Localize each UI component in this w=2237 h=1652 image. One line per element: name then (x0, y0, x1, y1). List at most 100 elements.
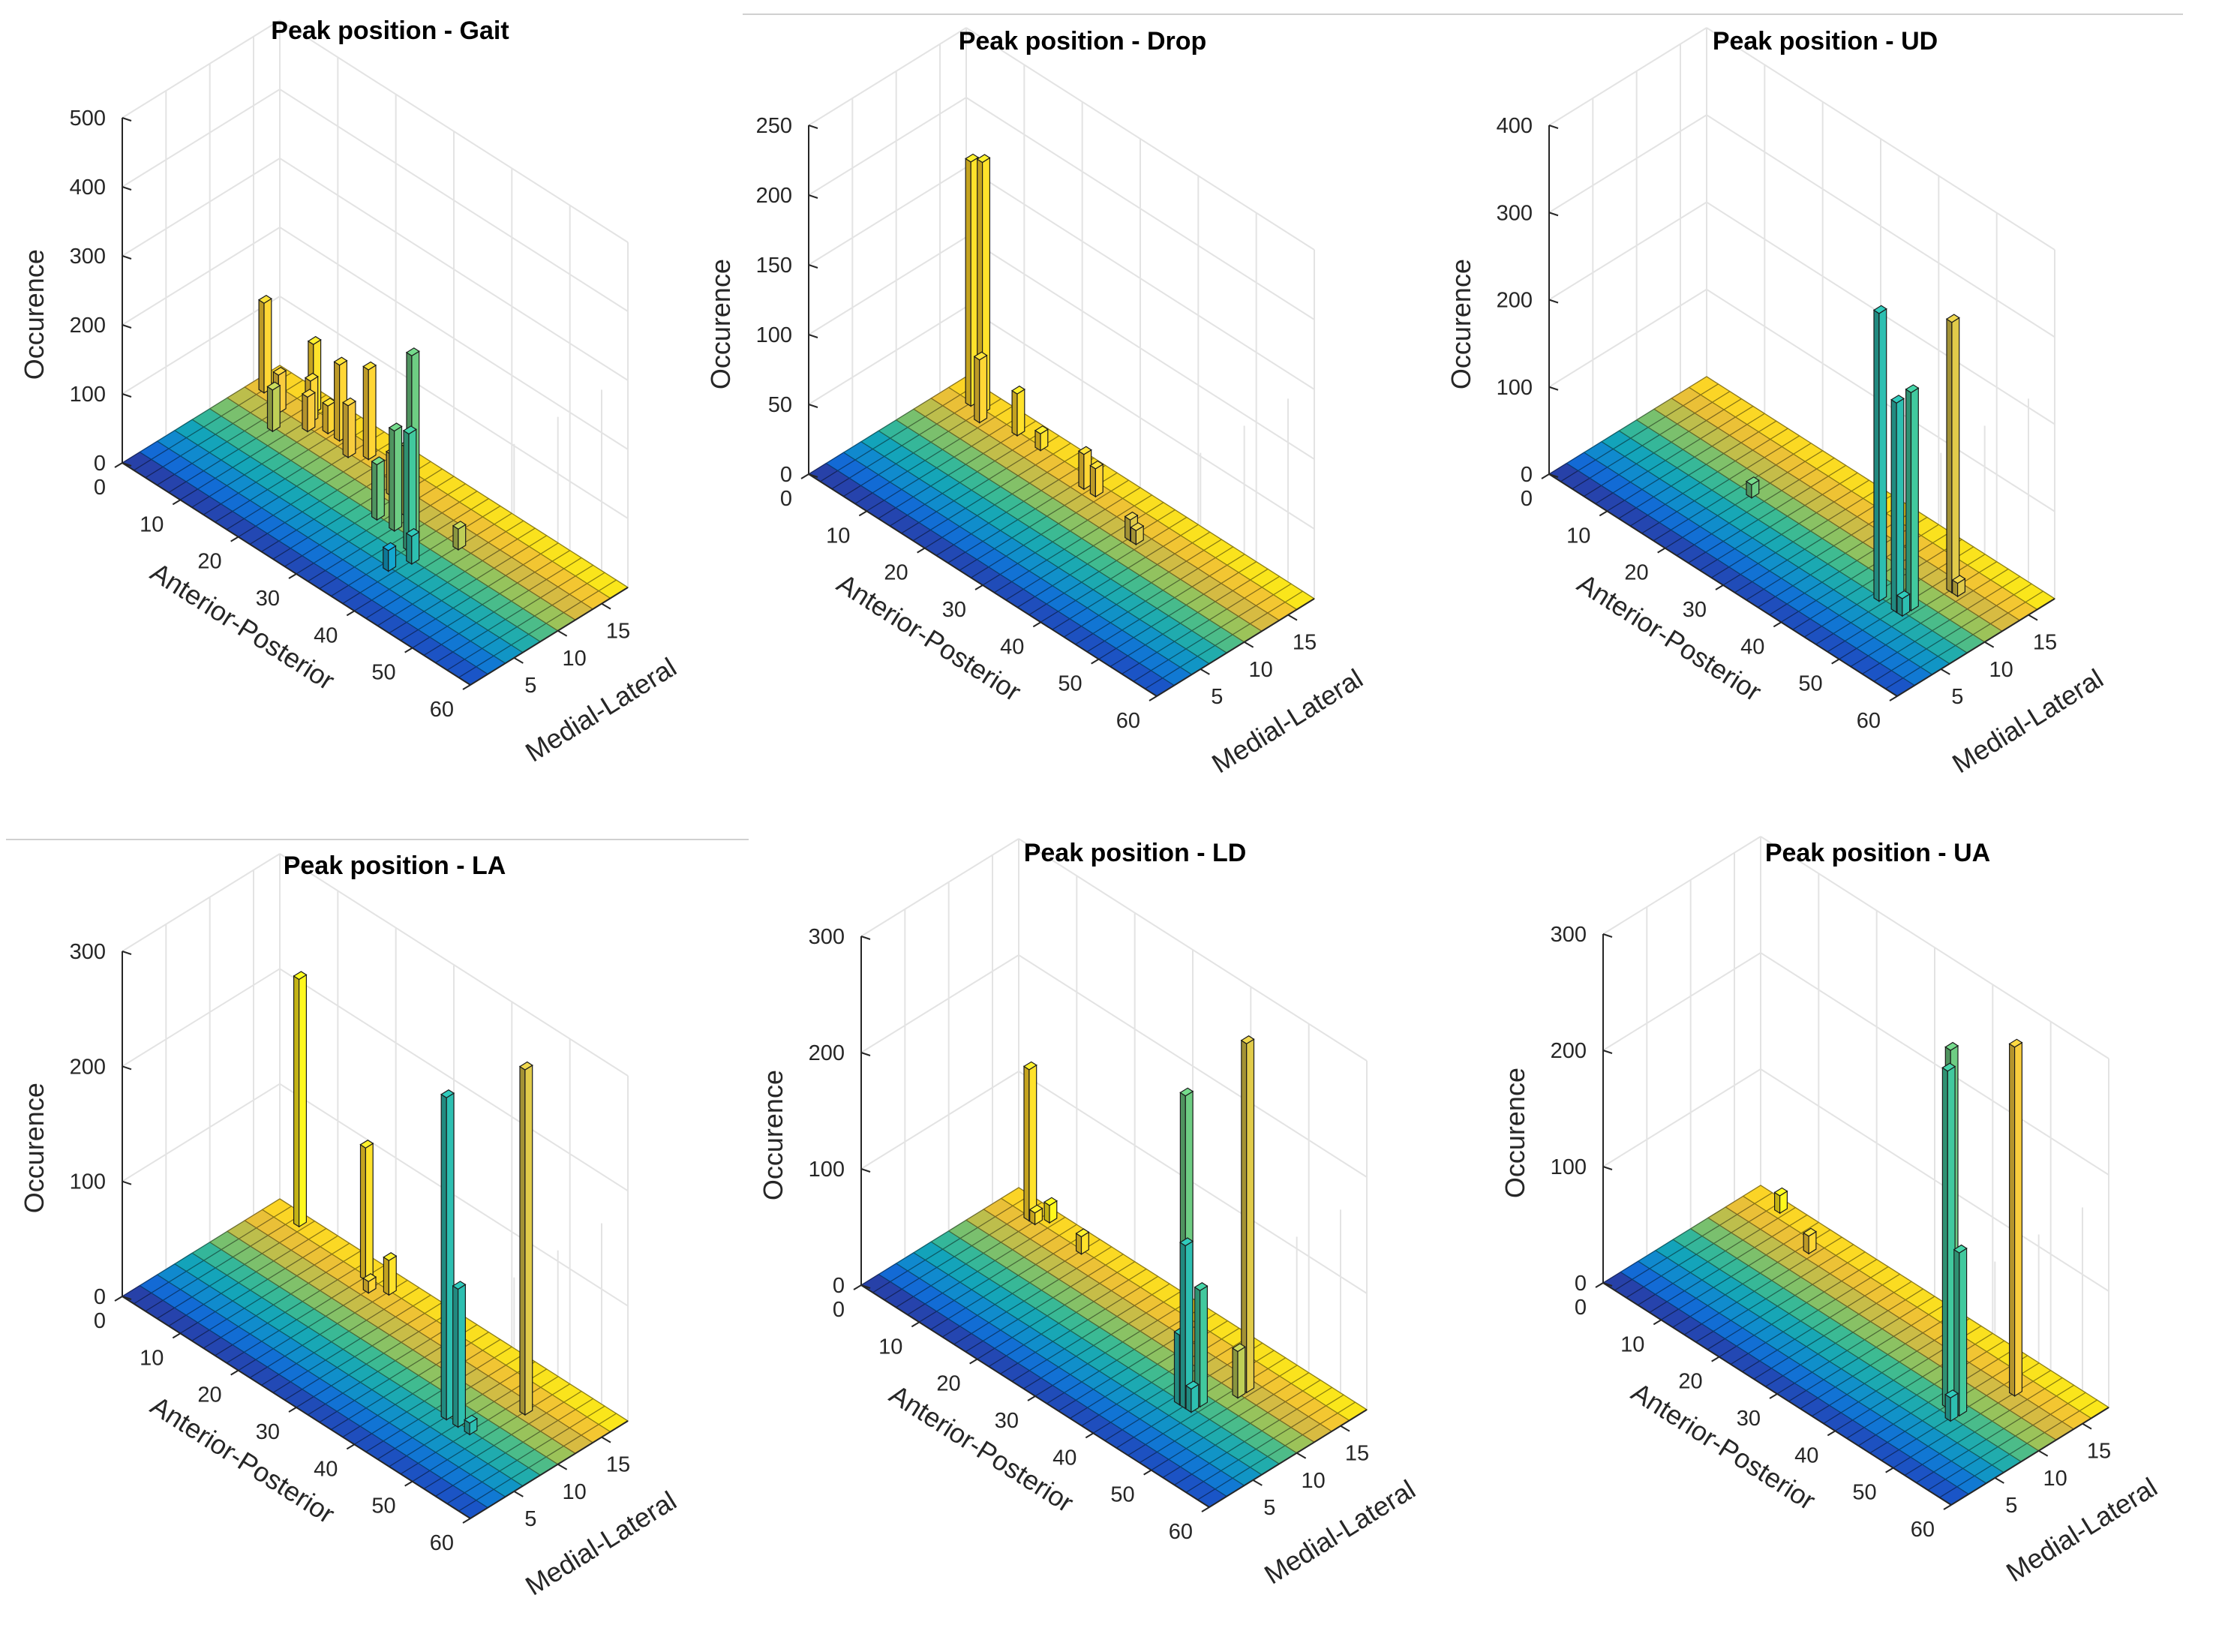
axes: 0 100 200 300 0 10 20 30 40 50 60 5 10 15 (70, 940, 631, 1555)
floor-surface (807, 376, 1316, 697)
panel-title: Peak position - LA (284, 852, 506, 880)
x-tick-label: 50 (1852, 1481, 1876, 1505)
bar (388, 422, 403, 532)
y-tick-label: 10 (2043, 1467, 2067, 1491)
bar (371, 456, 386, 521)
bar (1185, 1380, 1200, 1413)
y-tick-label: 15 (1293, 631, 1317, 655)
x-tick-label: 50 (1798, 672, 1822, 696)
bar (1896, 590, 1911, 617)
x-tick-label: 30 (256, 1420, 280, 1444)
z-tick-label: 300 (809, 925, 845, 949)
z-tick-label: 400 (1497, 114, 1533, 138)
bar (1941, 1062, 1956, 1410)
x-tick-label: 50 (1110, 1483, 1134, 1507)
x-tick-label: 10 (1620, 1332, 1644, 1356)
x-tick-label: 50 (371, 1494, 395, 1518)
x-tick-label: 30 (995, 1409, 1019, 1433)
bar (1028, 1204, 1043, 1226)
bar (266, 381, 281, 433)
x-tick-label: 0 (94, 476, 106, 500)
panel-3: 0 100 200 300 400 0 10 20 30 40 50 60 5 10 15 Occurence… (1446, 27, 2109, 779)
z-axis-label: Occurence (1446, 259, 1476, 389)
bars (965, 153, 1145, 545)
x-tick-label: 50 (371, 661, 395, 685)
z-tick-label: 100 (1551, 1155, 1587, 1179)
bar (402, 425, 417, 552)
bar (1953, 1244, 1968, 1417)
z-tick-label: 150 (756, 254, 792, 278)
bar (293, 971, 308, 1228)
x-tick-label: 50 (1058, 672, 1082, 696)
x-tick-label: 40 (1740, 635, 1764, 659)
bars (1022, 1035, 1255, 1413)
y-tick-label: 10 (1302, 1469, 1326, 1493)
bar (1944, 1389, 1959, 1422)
x-tick-label: 40 (1794, 1443, 1818, 1467)
y-tick-label: 15 (606, 1453, 630, 1477)
bars (257, 294, 467, 572)
z-axis-label: Occurence (19, 249, 50, 380)
bar (1179, 1237, 1194, 1410)
bar (1773, 1187, 1788, 1215)
x-tick-label: 20 (936, 1372, 960, 1396)
z-tick-label: 400 (70, 176, 106, 200)
z-axis-label: Occurence (705, 259, 736, 389)
bar (382, 542, 397, 572)
bar (257, 294, 272, 394)
bar (1089, 460, 1104, 498)
row-divider (6, 839, 749, 840)
z-tick-label: 0 (780, 463, 792, 487)
z-axis-label: Occurence (758, 1070, 788, 1200)
bar (362, 361, 377, 461)
x-tick-label: 30 (942, 598, 966, 622)
x-tick-label: 0 (1521, 487, 1533, 511)
bar (1872, 305, 1887, 602)
panel-title: Peak position - UD (1713, 27, 1938, 56)
x-tick-label: 20 (197, 550, 221, 574)
panel-title: Peak position - Drop (959, 27, 1207, 56)
x-tick-label: 0 (780, 487, 792, 511)
bars (293, 971, 533, 1436)
axes: 0 100 200 300 0 10 20 30 40 50 60 5 10 15 (809, 925, 1370, 1544)
bar (973, 351, 988, 424)
z-tick-label: 200 (809, 1041, 845, 1065)
x-tick-label: 40 (1000, 635, 1024, 659)
floor-surface (1602, 1185, 2110, 1506)
bar (1043, 1197, 1058, 1224)
bar (301, 389, 316, 433)
x-tick-label: 60 (430, 698, 454, 722)
z-tick-label: 200 (1551, 1039, 1587, 1063)
bar (2008, 1038, 2023, 1397)
z-tick-label: 200 (70, 314, 106, 338)
y-tick-label: 15 (1345, 1442, 1369, 1466)
bar (452, 1281, 467, 1428)
y-axis-label: Medial-Lateral (1947, 662, 2108, 779)
floor-surface (860, 1187, 1368, 1508)
z-tick-label: 100 (70, 383, 106, 407)
bar (965, 153, 980, 407)
bar (1240, 1035, 1255, 1394)
z-tick-label: 200 (70, 1055, 106, 1079)
x-tick-label: 20 (1678, 1370, 1702, 1394)
bar (976, 154, 991, 415)
axes: 0 100 200 300 400 0 10 20 30 40 50 60 5 10 15 (1497, 114, 2058, 733)
z-tick-label: 200 (1497, 289, 1533, 313)
top-divider (743, 14, 2183, 15)
x-tick-label: 20 (1624, 561, 1648, 585)
bar (1075, 1228, 1090, 1255)
z-tick-label: 500 (70, 107, 106, 131)
bar (1945, 314, 1960, 594)
axes: 0 100 200 300 0 10 20 30 40 50 60 5 10 15 (1551, 923, 2112, 1542)
bar (452, 521, 467, 551)
z-axis-label: Occurence (1500, 1068, 1530, 1198)
x-tick-label: 20 (197, 1383, 221, 1407)
x-tick-label: 30 (1737, 1407, 1761, 1431)
z-tick-label: 300 (70, 245, 106, 269)
x-tick-label: 30 (256, 587, 280, 611)
x-tick-label: 60 (1857, 709, 1881, 733)
x-tick-label: 10 (878, 1335, 902, 1359)
x-tick-label: 60 (430, 1531, 454, 1555)
y-axis-label: Medial-Lateral (2001, 1471, 2162, 1587)
x-tick-label: 40 (1052, 1446, 1076, 1470)
